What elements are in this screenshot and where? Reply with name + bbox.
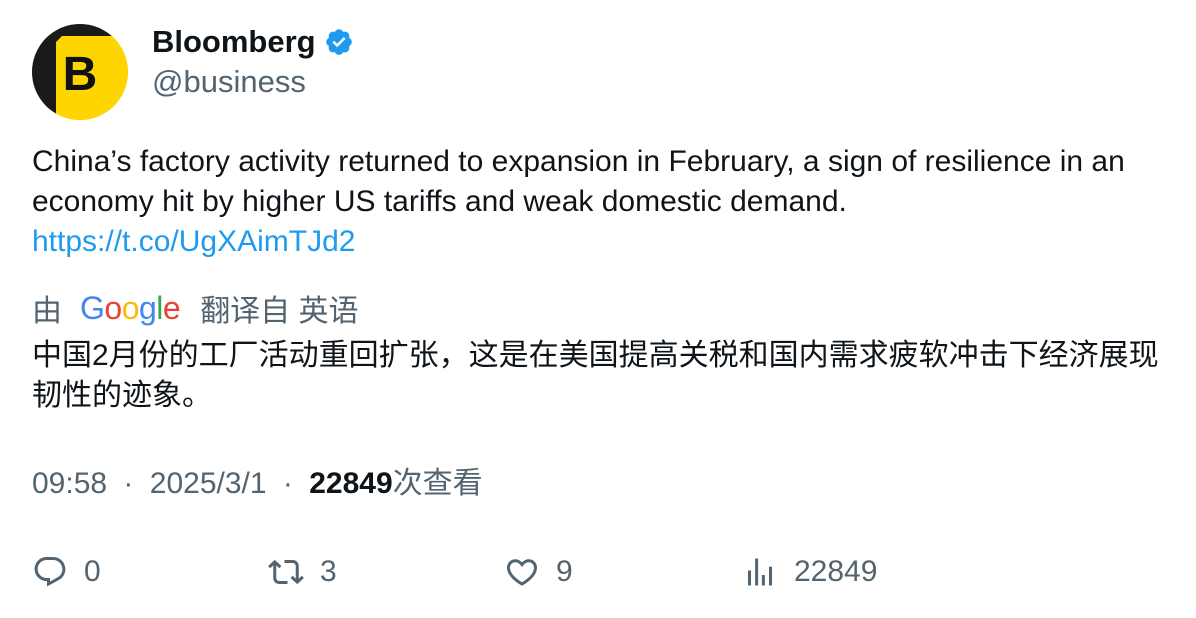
tweet-link[interactable]: https://t.co/UgXAimTJd2 — [32, 225, 356, 258]
avatar-letter: B — [63, 48, 98, 101]
author-name[interactable]: Bloomberg — [152, 22, 354, 62]
translated-text: 中国2月份的工厂活动重回扩张，这是在美国提高关税和国内需求疲软冲击下经济展现韧性… — [32, 339, 1159, 412]
like-button[interactable]: 9 — [504, 550, 573, 594]
views-label: 次查看 — [392, 467, 483, 500]
author-name-text[interactable]: Bloomberg — [152, 24, 316, 59]
retweet-icon — [268, 559, 304, 585]
bloomberg-logo-icon: B — [32, 24, 128, 120]
tweet-time[interactable]: 09:58 — [32, 467, 108, 500]
reply-button[interactable]: 0 — [32, 550, 101, 594]
reply-count: 0 — [84, 555, 101, 588]
translation-attribution: 由 Google 翻译自 英语 — [32, 286, 359, 330]
google-logo-icon: Google — [80, 289, 181, 326]
heart-icon — [506, 559, 538, 586]
translation-suffix[interactable]: 翻译自 英语 — [200, 295, 359, 328]
tweet-text: China’s factory activity returned to exp… — [32, 142, 1172, 262]
tweet-meta: 09:58 · 2025/3/1 · 22849次查看 — [32, 464, 483, 504]
meta-separator: · — [282, 467, 293, 500]
views-action-count: 22849 — [794, 555, 878, 588]
tweet-body: China’s factory activity returned to exp… — [32, 145, 1125, 218]
avatar[interactable]: B — [32, 24, 128, 120]
bar-chart-icon — [748, 558, 772, 586]
verified-badge-icon — [325, 29, 352, 55]
retweet-count: 3 — [320, 555, 337, 588]
meta-separator: · — [123, 467, 134, 500]
translation-prefix: 由 — [32, 295, 62, 328]
views-count: 22849 — [309, 467, 393, 500]
speech-bubble-icon — [34, 557, 66, 587]
retweet-button[interactable]: 3 — [268, 550, 337, 594]
author-handle[interactable]: @business — [152, 64, 306, 99]
action-bar: 0 3 9 22849 — [32, 550, 1172, 594]
like-count: 9 — [556, 555, 573, 588]
views-button[interactable]: 22849 — [742, 550, 877, 594]
tweet-date[interactable]: 2025/3/1 — [149, 467, 267, 500]
